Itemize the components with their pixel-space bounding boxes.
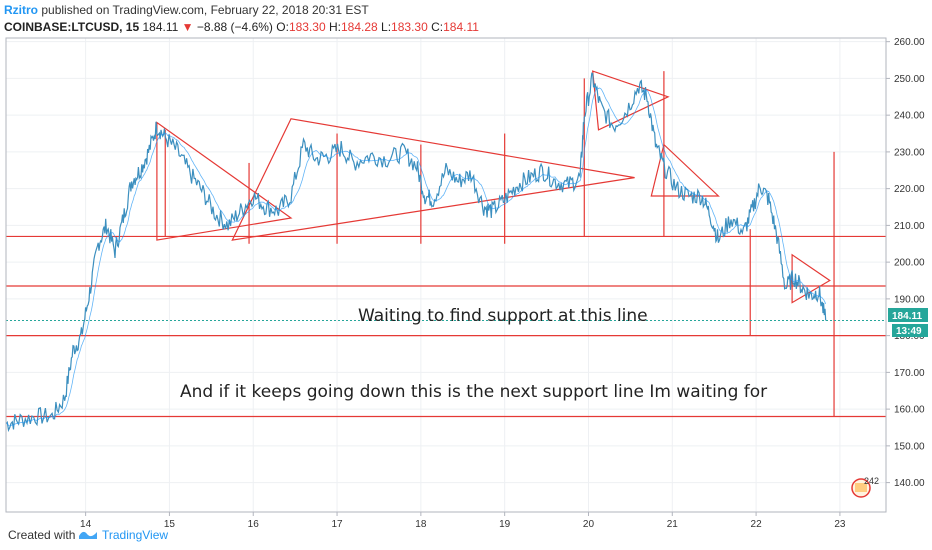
footer: Created with TradingView xyxy=(0,520,932,550)
low-label: L: xyxy=(381,20,392,34)
y-tick-label: 250.00 xyxy=(894,74,925,85)
x-tick-label: 15 xyxy=(164,519,176,530)
price-badge: 184.11 xyxy=(888,308,928,322)
tradingview-brand[interactable]: TradingView xyxy=(102,528,169,542)
x-tick-label: 16 xyxy=(248,519,260,530)
countdown-badge-text: 13:49 xyxy=(896,326,922,337)
x-tick-label: 20 xyxy=(583,519,595,530)
high-label: H: xyxy=(328,20,341,34)
created-with-text: Created with xyxy=(8,528,76,542)
x-tick-label: 18 xyxy=(415,519,427,530)
countdown-badge: 13:49 xyxy=(892,324,928,337)
y-tick-label: 160.00 xyxy=(894,405,925,416)
publish-text: published on TradingView.com, February 2… xyxy=(41,3,369,17)
y-tick-label: 260.00 xyxy=(894,37,925,48)
publish-info: Rzitro published on TradingView.com, Feb… xyxy=(4,3,369,17)
y-tick-label: 190.00 xyxy=(894,294,925,305)
chart-grid xyxy=(6,38,886,512)
low-value: 183.30 xyxy=(391,20,428,34)
price-series-line xyxy=(5,72,827,433)
symbol-info: COINBASE:LTCUSD, 15 184.11 ▼ −8.88 (−4.6… xyxy=(4,20,479,34)
annotation-support: Waiting to find support at this line xyxy=(358,306,648,326)
x-tick-label: 14 xyxy=(80,519,92,530)
y-tick-label: 220.00 xyxy=(894,184,925,195)
y-tick-label: 210.00 xyxy=(894,221,925,232)
last-price: 184.11 xyxy=(142,20,179,34)
y-tick-label: 200.00 xyxy=(894,258,925,269)
open-value: 183.30 xyxy=(288,20,326,34)
x-tick-label: 23 xyxy=(834,519,846,530)
annotation-next-support: And if it keeps going down this is the n… xyxy=(180,382,767,402)
price-axis: 140.00150.00160.00170.00180.00190.00200.… xyxy=(886,37,925,489)
moving-average-line xyxy=(5,87,827,427)
x-tick-label: 19 xyxy=(499,519,511,530)
time-axis: 14 15 16 17 18 19 20 21 22 23 xyxy=(80,512,846,530)
y-tick-label: 150.00 xyxy=(894,441,925,452)
open-label: O: xyxy=(276,20,289,34)
plot-border xyxy=(5,37,887,513)
y-tick-label: 230.00 xyxy=(894,147,925,158)
triangle-pattern xyxy=(592,70,670,131)
x-tick-label: 17 xyxy=(331,519,343,530)
events-count: 242 xyxy=(864,476,879,486)
triangle-pattern xyxy=(156,121,293,241)
close-value: 184.11 xyxy=(443,20,479,34)
author-link[interactable]: Rzitro xyxy=(4,3,38,17)
events-icon[interactable]: 242 xyxy=(851,476,879,498)
high-value: 184.28 xyxy=(340,20,378,34)
y-tick-label: 140.00 xyxy=(894,478,925,489)
vertical-marker-lines xyxy=(164,71,835,417)
y-tick-label: 240.00 xyxy=(894,111,925,122)
x-tick-label: 21 xyxy=(667,519,679,530)
price-badge-text: 184.11 xyxy=(892,311,922,322)
change-down-icon: ▼ xyxy=(181,20,194,34)
price-change: −8.88 (−4.6%) xyxy=(196,20,273,34)
close-label: C: xyxy=(431,20,444,34)
chart-header: Rzitro published on TradingView.com, Feb… xyxy=(0,0,932,38)
symbol-name[interactable]: COINBASE:LTCUSD, 15 xyxy=(4,20,140,34)
tradingview-logo-icon[interactable] xyxy=(78,527,98,541)
y-tick-label: 170.00 xyxy=(894,368,925,379)
x-tick-label: 22 xyxy=(751,519,763,530)
triangle-patterns xyxy=(156,70,831,304)
horizontal-support-lines xyxy=(6,235,886,418)
triangle-pattern xyxy=(231,118,635,241)
